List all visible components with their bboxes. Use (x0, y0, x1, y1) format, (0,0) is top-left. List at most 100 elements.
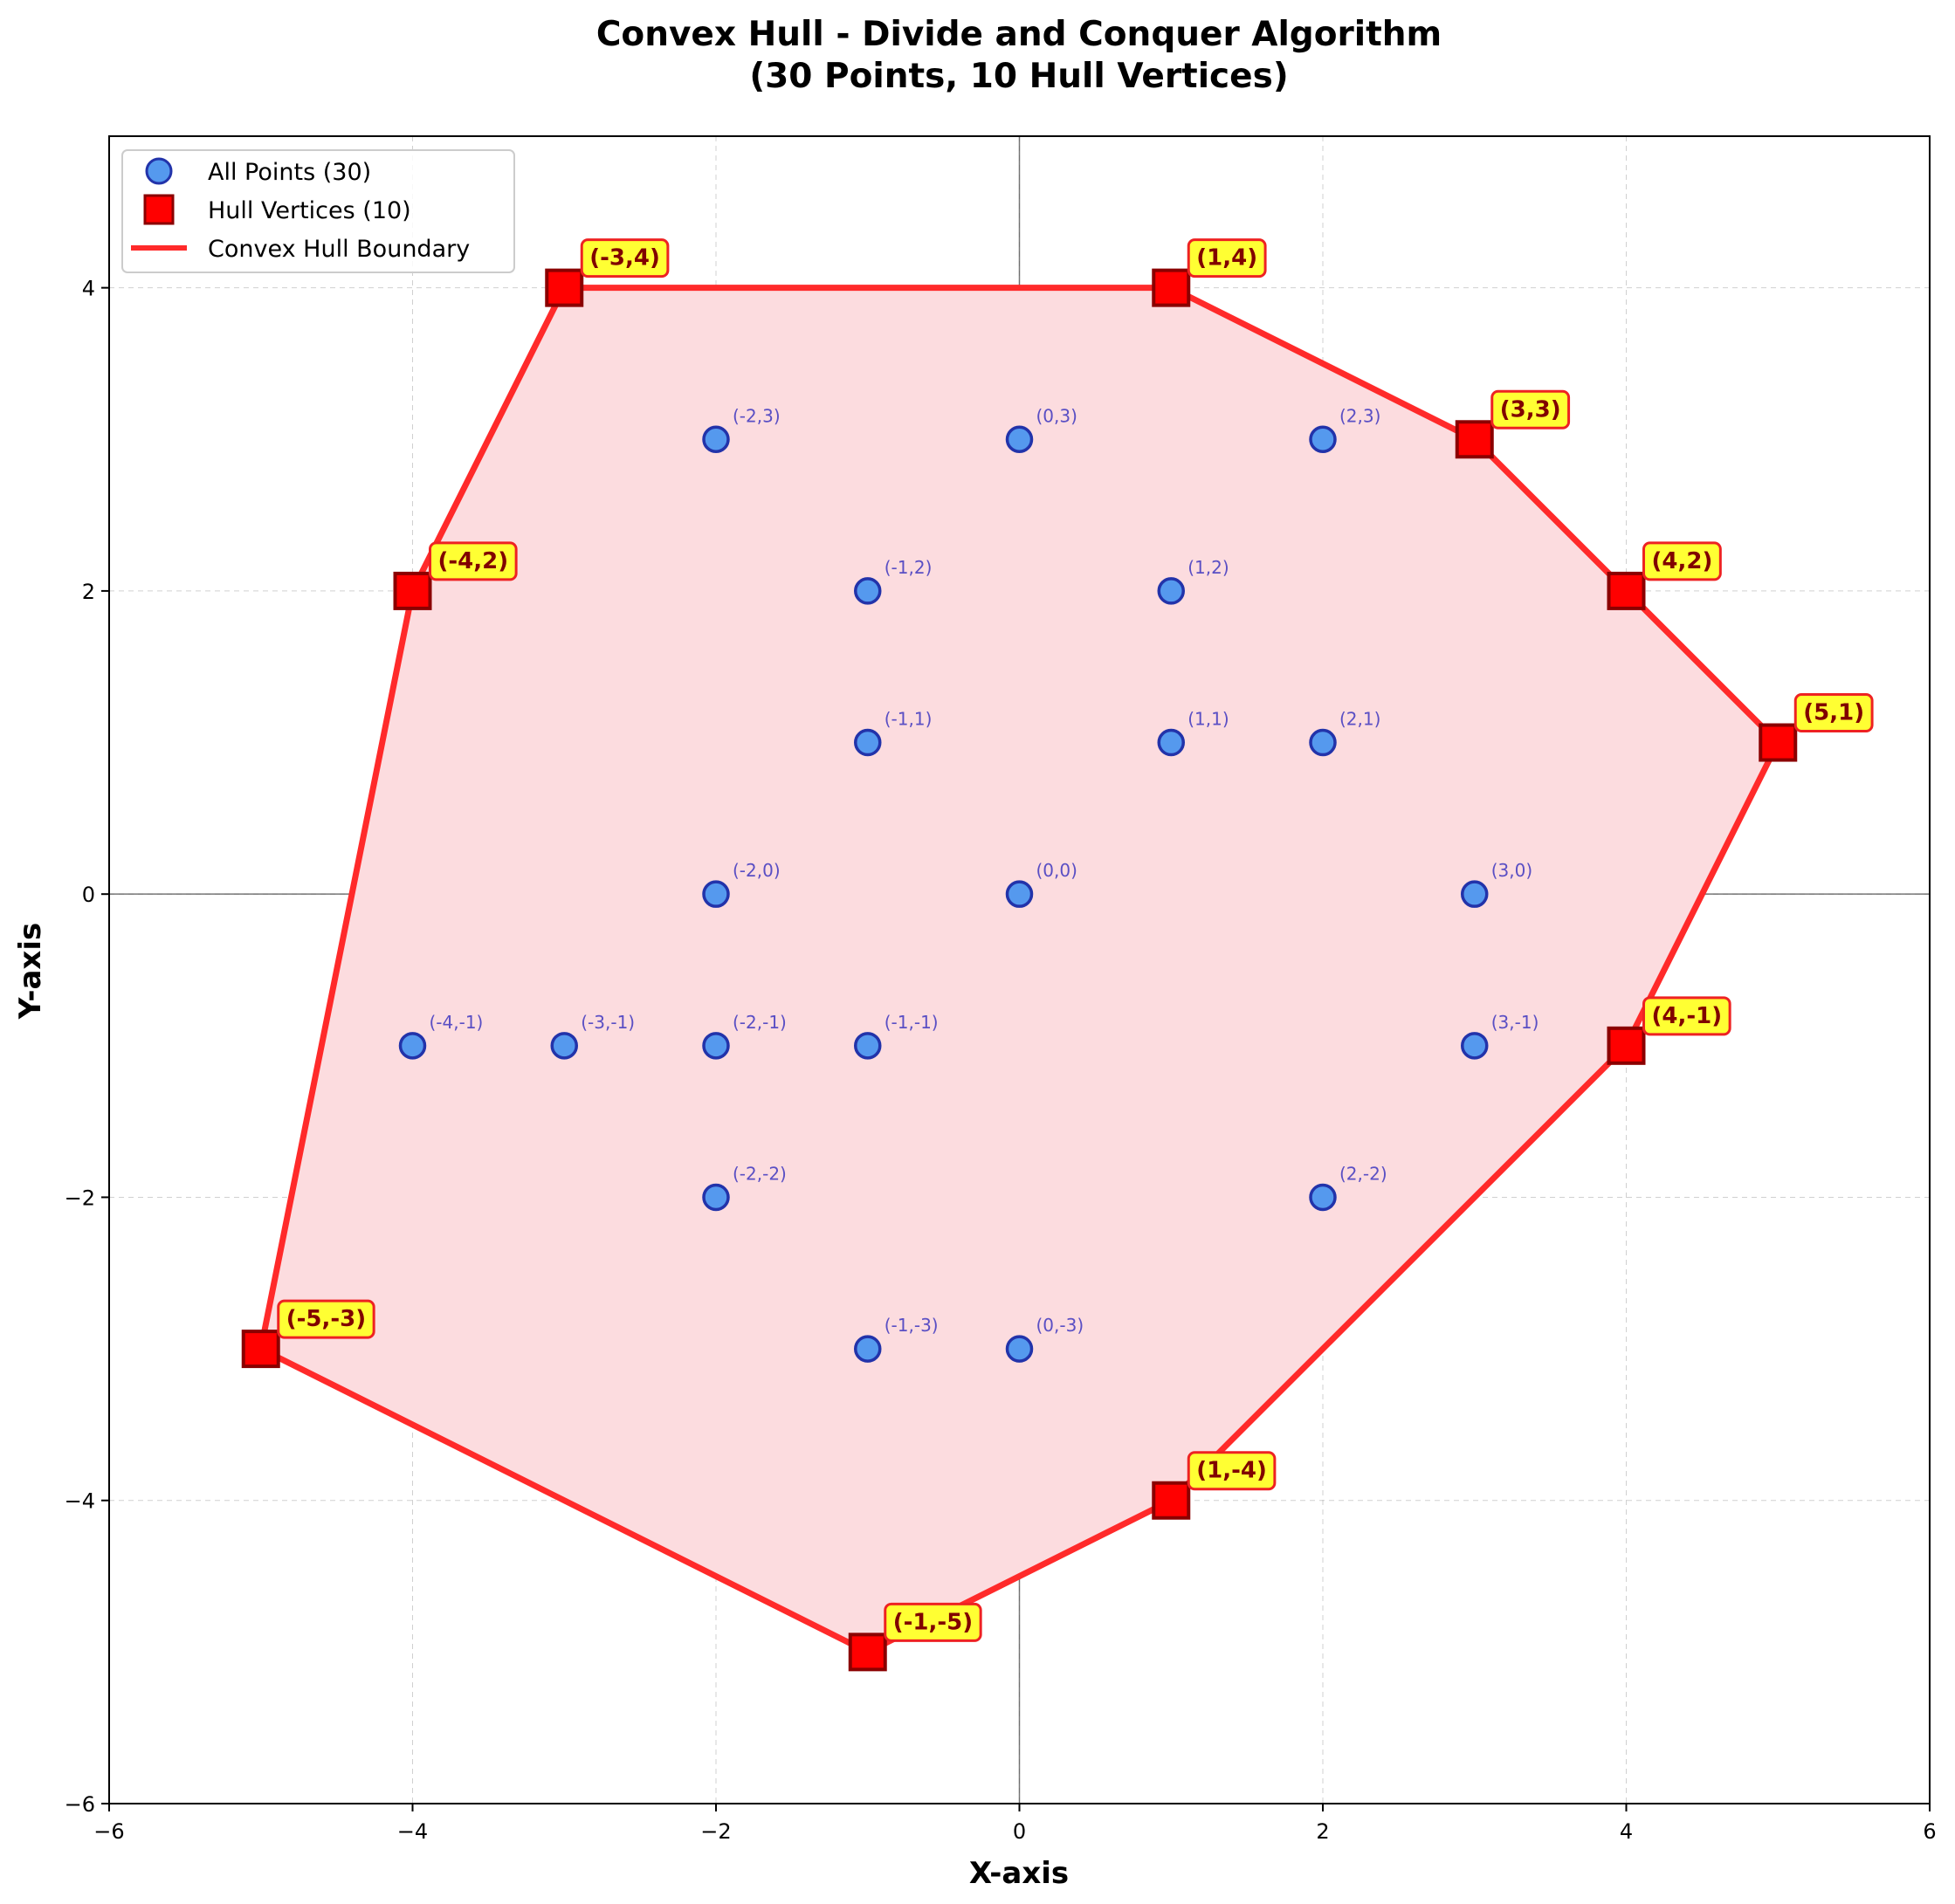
legend-circle-icon (145, 157, 173, 185)
data-point-label: (-3,-1) (581, 1012, 635, 1033)
data-point (854, 1335, 882, 1363)
data-point-label: (-1,-3) (885, 1315, 939, 1336)
data-point-label: (-2,3) (733, 405, 781, 426)
data-point-label: (1,2) (1187, 557, 1229, 578)
hull-vertex-label-text: (-1,-5) (893, 1609, 973, 1635)
y-tick-label: −6 (65, 1792, 95, 1817)
data-point-label: (3,0) (1491, 860, 1532, 881)
data-point (1005, 880, 1034, 908)
y-tick-label: 0 (82, 883, 95, 907)
y-tick-label: −4 (65, 1489, 95, 1514)
hull-vertex-marker (848, 1632, 887, 1672)
x-tick-label: 6 (1923, 1819, 1936, 1844)
data-point (1157, 728, 1185, 757)
hull-vertex-label: (3,3) (1490, 389, 1571, 430)
data-point-label: (3,-1) (1491, 1012, 1539, 1033)
hull-vertex-label: (1,-4) (1187, 1451, 1277, 1491)
legend-square-icon (143, 194, 175, 225)
chart-subtitle: (30 Points, 10 Hull Vertices) (749, 57, 1288, 96)
data-point (702, 1183, 730, 1212)
hull-vertex-label-box (1642, 996, 1731, 1036)
data-point (854, 577, 882, 605)
data-point-label: (-2,-2) (733, 1163, 787, 1184)
hull-vertex-marker (1607, 1026, 1646, 1065)
hull-vertex-label-box (1642, 541, 1722, 581)
data-point (854, 728, 882, 757)
hull-vertex-label-text: (5,1) (1803, 700, 1864, 726)
hull-vertex-marker (393, 571, 432, 610)
legend-label-hull-vertices: Hull Vertices (10) (208, 197, 411, 224)
data-point (1461, 1032, 1489, 1060)
data-point-label: (-1,2) (885, 557, 933, 578)
y-axis-label: Y-axis (13, 923, 48, 1021)
legend-box (121, 149, 515, 273)
axis-ticks: −6 −4 −2 0 2 4 6 −6 −4 −2 0 2 4 (65, 277, 1937, 1844)
data-point-label: (0,3) (1036, 405, 1077, 426)
x-tick-label: 2 (1316, 1819, 1329, 1844)
data-point-label: (2,1) (1339, 709, 1380, 730)
x-tick-label: 4 (1620, 1819, 1633, 1844)
data-point (550, 1032, 578, 1060)
hull-vertex-label-box (580, 238, 670, 278)
legend-label-boundary: Convex Hull Boundary (208, 236, 470, 263)
data-point (702, 425, 730, 454)
x-axis-label: X-axis (969, 1856, 1069, 1891)
hull-vertex-label-text: (-3,4) (589, 245, 660, 272)
data-point-label: (-1,1) (885, 709, 933, 730)
data-point (702, 880, 730, 908)
legend: All Points (30) Hull Vertices (10) Conve… (121, 149, 515, 273)
data-point-label: (1,1) (1187, 709, 1229, 730)
x-tick-label: −6 (93, 1819, 124, 1844)
hull-vertex-label-text: (3,3) (1500, 396, 1561, 423)
hull-vertex-layer: (-3,4) (1,4) (3,3) (4,2) (5,1) (4,-1) (1,-4) (-… (241, 238, 1874, 1672)
x-tick-label: −2 (700, 1819, 731, 1844)
hull-vertex-label-text: (4,2) (1652, 548, 1713, 574)
x-tick-label: 0 (1013, 1819, 1026, 1844)
data-point (1005, 1335, 1034, 1363)
hull-vertex-label: (4,-1) (1642, 996, 1731, 1036)
y-tick-label: −2 (65, 1186, 95, 1210)
data-point-label: (-2,-1) (733, 1012, 787, 1033)
x-tick-label: −4 (397, 1819, 428, 1844)
data-point (702, 1032, 730, 1060)
hull-vertex-label-box (1187, 238, 1267, 278)
hull-vertex-label-text: (1,-4) (1196, 1458, 1267, 1484)
hull-vertex-label: (4,2) (1642, 541, 1722, 581)
hull-vertex-label: (-3,4) (580, 238, 670, 278)
hull-vertex-label: (-4,2) (429, 541, 518, 581)
data-point-label: (2,-2) (1339, 1163, 1387, 1184)
hull-vertex-label-text: (-4,2) (438, 548, 509, 574)
hull-vertex-label-box (1490, 389, 1571, 430)
hull-vertex-label-box (1793, 693, 1874, 733)
hull-vertex-marker (1759, 723, 1798, 762)
data-point (1157, 577, 1185, 605)
hull-vertex-marker (1607, 571, 1646, 610)
hull-vertex-label: (5,1) (1793, 693, 1874, 733)
data-point-label: (0,-3) (1036, 1315, 1084, 1336)
data-point (1461, 880, 1489, 908)
hull-area (260, 287, 1779, 1653)
hull-vertex-label-text: (-5,-3) (286, 1306, 366, 1332)
data-point (1309, 728, 1337, 757)
hull-vertex-label: (-1,-5) (884, 1602, 982, 1642)
hull-vertex-label-text: (4,-1) (1652, 1003, 1723, 1029)
y-tick-label: 4 (82, 277, 95, 301)
points-layer: (-2,3) (0,3) (2,3) (-1,2) (1,2) (-1,1) (1,1) (2… (398, 405, 1539, 1363)
legend-label-points: All Points (30) (208, 159, 371, 186)
hull-vertex-label: (-5,-3) (277, 1299, 375, 1339)
hull-vertex-label-box (1187, 1451, 1277, 1491)
data-point (398, 1032, 427, 1060)
data-point-label: (-4,-1) (430, 1012, 484, 1033)
hull-vertex-label-text: (1,4) (1196, 245, 1257, 272)
data-point-label: (2,3) (1339, 405, 1380, 426)
hull-vertex-marker (1455, 420, 1494, 459)
y-tick-label: 2 (82, 580, 95, 604)
hull-vertex-marker (1152, 1481, 1191, 1520)
hull-vertex-marker (545, 268, 584, 307)
data-point-label: (-1,-1) (885, 1012, 939, 1033)
data-point (1309, 1183, 1337, 1212)
chart-title: Convex Hull - Divide and Conquer Algorit… (596, 15, 1442, 54)
hull-vertex-label-box (277, 1299, 375, 1339)
hull-vertex-label-box (884, 1602, 982, 1642)
